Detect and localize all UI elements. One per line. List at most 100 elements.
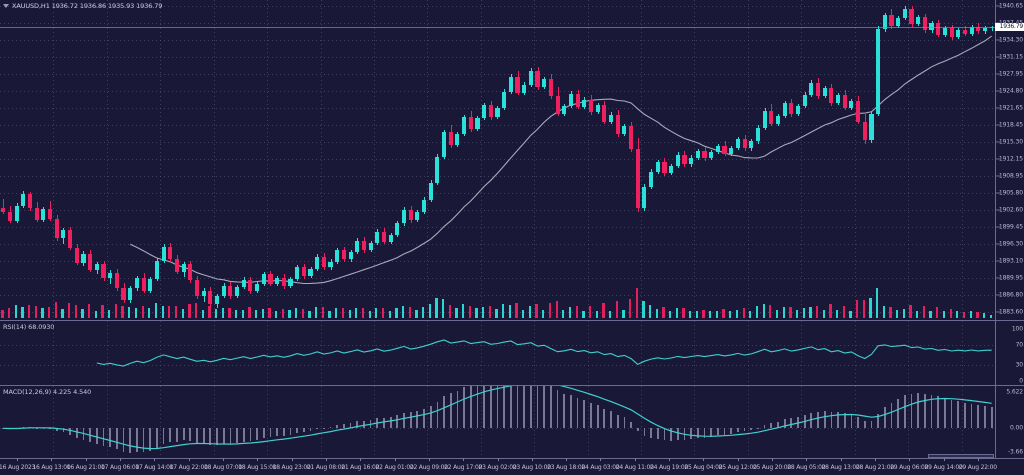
- candle-body: [896, 18, 901, 27]
- macd-histogram-bar: [663, 428, 666, 441]
- volume-bar: [261, 309, 264, 318]
- chart-scroll-handle[interactable]: [928, 454, 994, 458]
- macd-histogram-bar: [536, 386, 539, 429]
- rsi-plot-area[interactable]: [0, 321, 995, 385]
- volume-bar: [582, 310, 585, 318]
- candle-body: [508, 76, 513, 92]
- volume-bar: [308, 310, 311, 318]
- volume-bar: [114, 304, 118, 318]
- macd-histogram-bar: [790, 418, 793, 429]
- volume-bar: [201, 310, 204, 318]
- time-axis-label: 25 Aug 12:00: [718, 464, 757, 471]
- candle-body: [689, 157, 694, 165]
- candle-body: [448, 132, 453, 146]
- macd-histogram-bar: [456, 390, 459, 429]
- time-axis-label: 16 Aug 21:00: [66, 464, 105, 471]
- price-axis-label: 1931.15: [998, 53, 1023, 61]
- candle-body: [174, 259, 180, 272]
- macd-gridline-vertical: [160, 386, 161, 458]
- volume-bar: [969, 310, 972, 318]
- macd-histogram-bar: [743, 428, 746, 432]
- macd-histogram-bar: [169, 428, 172, 443]
- volume-bar: [675, 307, 678, 318]
- rsi-gridline-vertical: [801, 321, 802, 385]
- price-axis-tick: [996, 294, 1000, 296]
- volume-bar: [929, 310, 932, 318]
- price-gridline: [0, 226, 995, 228]
- volume-bar: [575, 305, 578, 318]
- macd-histogram-bar: [676, 428, 679, 441]
- macd-histogram-bar: [837, 411, 839, 429]
- candle-body: [742, 139, 747, 149]
- price-axis-label: 1921.65: [998, 104, 1023, 112]
- candle-body: [608, 114, 614, 122]
- macd-histogram-bar: [49, 428, 51, 430]
- macd-histogram-bar: [55, 428, 58, 431]
- time-axis-tick: [738, 458, 739, 461]
- time-axis-tick: [772, 458, 773, 461]
- candle-body: [575, 93, 580, 107]
- time-axis[interactable]: 16 Aug 2023 16 Aug 13:00 16 Aug 21:00 17 Au…: [0, 458, 1024, 475]
- candle-body: [522, 84, 527, 93]
- candle-body: [161, 247, 166, 262]
- candle-body: [475, 117, 480, 130]
- price-axis-label: 1915.30: [998, 138, 1023, 146]
- time-axis-label: 24 Aug 03:00: [581, 464, 620, 471]
- rsi-gridline-vertical: [641, 321, 642, 385]
- time-axis-tick: [51, 458, 52, 461]
- macd-histogram-bar: [483, 386, 485, 429]
- volume-bar: [942, 310, 946, 318]
- macd-gridline-vertical: [267, 386, 268, 458]
- price-plot-area[interactable]: [0, 0, 995, 320]
- macd-gridline-vertical: [107, 386, 108, 458]
- macd-gridline-vertical: [427, 386, 428, 458]
- macd-plot-area[interactable]: [0, 386, 995, 458]
- macd-histogram-bar: [530, 386, 532, 429]
- candle-body: [775, 115, 781, 124]
- volume-bar: [88, 304, 91, 318]
- candle-body: [61, 230, 66, 238]
- candle-body: [889, 15, 894, 27]
- price-axis-label: 1918.45: [998, 121, 1023, 129]
- rsi-axis-label: 30: [1015, 361, 1024, 369]
- volume-bar: [508, 305, 512, 318]
- volume-bar: [762, 303, 765, 318]
- time-axis-label: 18 Aug 15:00: [238, 464, 277, 471]
- time-axis-label: 23 Aug 18:00: [547, 464, 586, 471]
- time-axis-tick: [875, 458, 876, 461]
- price-gridline-vertical: [374, 0, 375, 320]
- volume-bar: [502, 304, 505, 318]
- candle-body: [268, 274, 273, 284]
- macd-histogram-bar: [703, 428, 706, 438]
- time-axis-tick: [600, 458, 601, 461]
- candle-body: [502, 91, 507, 109]
- macd-histogram-bar: [423, 409, 425, 429]
- candle-body: [301, 267, 306, 277]
- rsi-gridline-vertical: [374, 321, 375, 385]
- volume-bar: [976, 311, 979, 318]
- time-axis-tick: [841, 458, 842, 461]
- macd-panel[interactable]: 5.622 0.00 -3.66 MACD(12,26,9) 4.225 4.540: [0, 386, 1024, 458]
- rsi-panel[interactable]: 100 70 30 0 RSI(14) 68.0930: [0, 321, 1024, 385]
- price-axis-label: 1905.80: [998, 189, 1023, 197]
- macd-histogram-bar: [550, 386, 552, 429]
- candle-body: [548, 79, 553, 96]
- macd-histogram-bar: [543, 386, 546, 429]
- price-chart-panel[interactable]: 1940.651937.451934.301931.151927.951924.…: [0, 0, 1024, 320]
- volume-bar: [141, 305, 144, 318]
- volume-bar: [248, 307, 251, 318]
- triangle-down-icon[interactable]: [3, 3, 9, 8]
- volume-bar: [168, 306, 171, 318]
- candle-body: [88, 254, 93, 270]
- volume-bar: [288, 310, 291, 318]
- macd-histogram-bar: [857, 416, 859, 429]
- macd-histogram-bar: [823, 410, 826, 429]
- candle-body: [68, 230, 73, 248]
- volume-bar: [782, 306, 785, 318]
- candle-body: [809, 82, 814, 95]
- volume-bar: [862, 299, 865, 318]
- volume-bar: [769, 304, 772, 318]
- macd-histogram-bar: [509, 386, 512, 429]
- candle-body: [622, 126, 627, 134]
- rsi-gridline-vertical: [534, 321, 535, 385]
